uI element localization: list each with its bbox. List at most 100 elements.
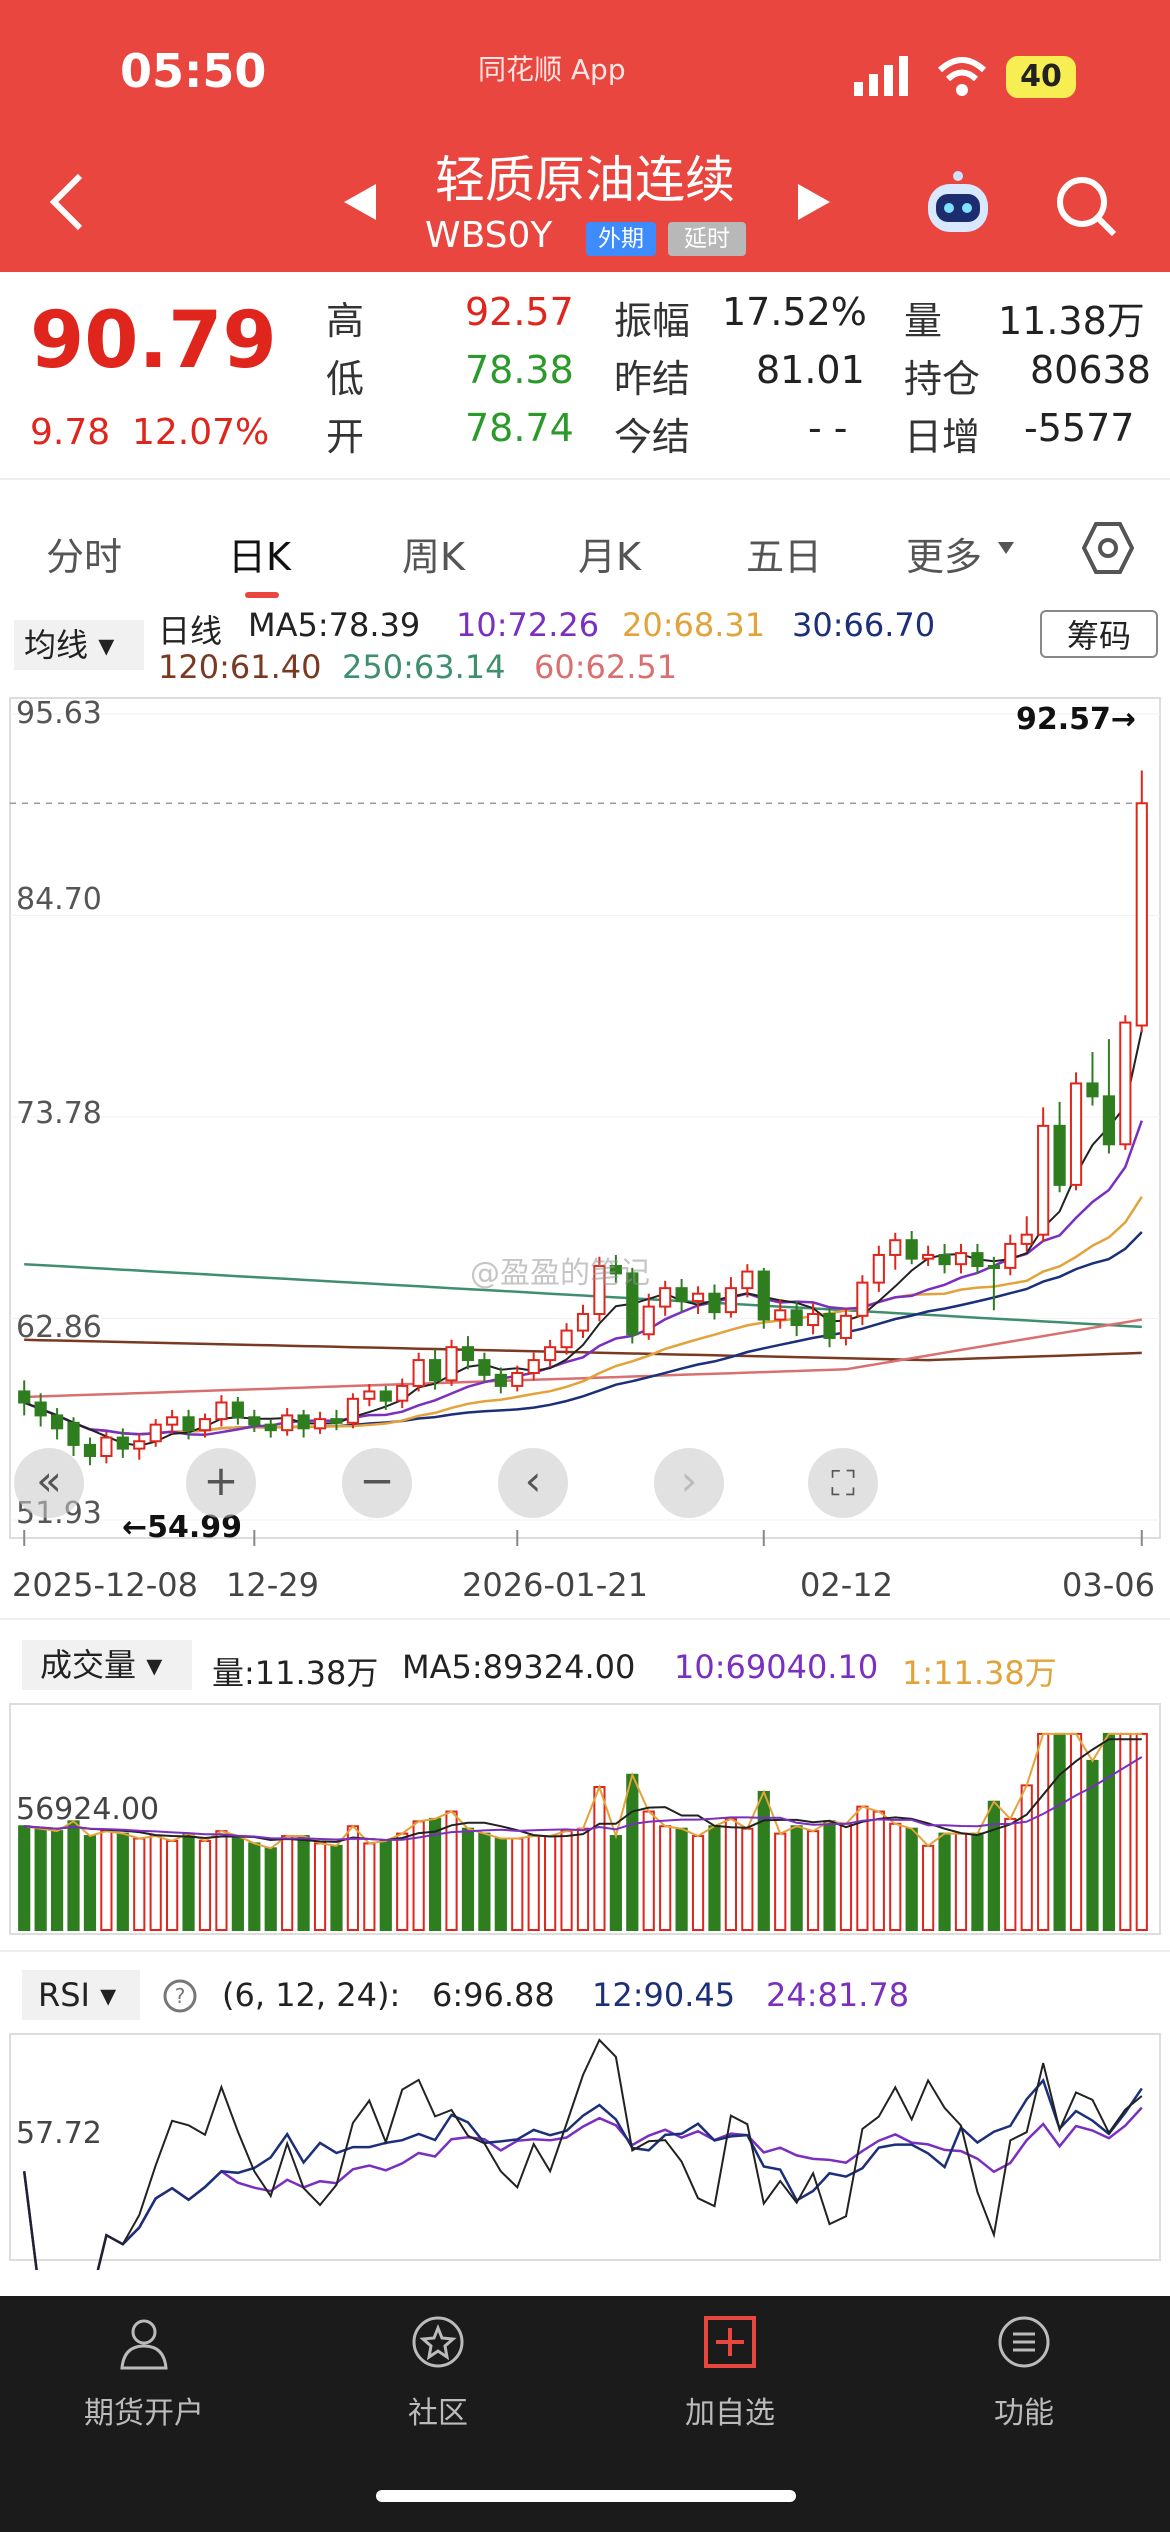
candle-up [198, 1418, 212, 1432]
status-time: 05:50 [120, 44, 267, 98]
delay-tag: 延时 [668, 222, 746, 256]
prev-contract-icon[interactable] [344, 184, 376, 220]
volume-bar-down [1102, 1732, 1116, 1931]
tab-more[interactable]: 更多 [906, 535, 983, 579]
today-settle-label: 今结 [614, 415, 691, 459]
volume-ma5-line [24, 1738, 1142, 1843]
nav-futures-account[interactable]: 期货开户 [54, 2312, 234, 2432]
nav-community[interactable]: 社区 [348, 2312, 528, 2432]
next-bar-button[interactable]: › [654, 1448, 724, 1518]
ma60-value: 60:62.51 [534, 648, 678, 686]
nav-label: 社区 [408, 2396, 468, 2431]
oi-change-label: 日增 [904, 415, 981, 459]
candle-down [50, 1414, 64, 1430]
candle-down [264, 1423, 277, 1432]
divider [0, 1618, 1170, 1620]
volume-bar-up [527, 1835, 540, 1931]
home-indicator [376, 2490, 796, 2502]
help-icon[interactable]: ? [162, 1978, 198, 2014]
volume-bar-up [593, 1786, 606, 1932]
rsi-indicator-button[interactable]: RSI ▾ [22, 1970, 140, 2020]
scroll-left-button[interactable]: « [14, 1448, 84, 1518]
next-contract-icon[interactable] [798, 184, 830, 220]
y-tick: 62.86 [16, 1310, 102, 1345]
nav-functions[interactable]: 功能 [934, 2312, 1114, 2432]
x-date: 03-06 [1062, 1566, 1155, 1604]
settings-hexagon-icon[interactable] [1080, 520, 1136, 576]
kline-chart[interactable] [0, 690, 1170, 1550]
tab-monthly-k[interactable]: 月K [578, 535, 641, 579]
rsi12-line [22, 2078, 1143, 2270]
zoom-out-button[interactable]: − [342, 1448, 412, 1518]
volume-bar-up [954, 1832, 968, 1931]
candle-down [823, 1312, 836, 1339]
volume-bar-down [297, 1835, 310, 1931]
search-icon[interactable] [1054, 174, 1118, 238]
candle-up [149, 1423, 162, 1443]
candle-down [248, 1416, 261, 1426]
candle-down [231, 1401, 244, 1419]
divider [0, 478, 1170, 480]
candle-up [363, 1390, 376, 1400]
tab-weekly-k[interactable]: 周K [402, 535, 465, 579]
candle-down [67, 1421, 80, 1446]
candle-down [1102, 1095, 1116, 1146]
fullscreen-icon: ⛶ [831, 1464, 855, 1504]
candle-up [527, 1359, 540, 1375]
volume-bar-up [445, 1810, 458, 1931]
volume-bar-up [1004, 1817, 1017, 1931]
rsi-frame [9, 2033, 1161, 2261]
high-label: 高 [326, 299, 365, 343]
candle-down [34, 1401, 47, 1417]
candle-down [428, 1359, 442, 1382]
zoom-in-button[interactable]: + [186, 1448, 256, 1518]
volume-ma10-line [24, 1756, 1143, 1842]
menu-circle-icon [998, 2316, 1050, 2368]
rsi-params: (6, 12, 24): [222, 1976, 401, 2014]
contract-code: WBS0Y [425, 215, 553, 256]
volume-bar-up [396, 1832, 409, 1931]
candle-up [133, 1440, 146, 1450]
rsi12-value: 12:90.45 [592, 1976, 736, 2014]
candle-down [905, 1239, 918, 1260]
candle-down [757, 1270, 770, 1321]
candle-down [330, 1418, 343, 1424]
kline-period-label: 日线 [158, 612, 223, 650]
divider [0, 1950, 1170, 1952]
fullscreen-button[interactable]: ⛶ [808, 1448, 878, 1518]
tab-intraday[interactable]: 分时 [46, 535, 123, 579]
status-app-label: 同花顺 App [478, 53, 626, 86]
candle-up [741, 1270, 754, 1290]
y-tick: 73.78 [16, 1096, 102, 1131]
chevron-left-icon: ‹ [524, 1456, 542, 1505]
volume-bar-up [1119, 1732, 1132, 1931]
amplitude-value: 17.52% [722, 290, 867, 334]
minus-icon: − [359, 1456, 395, 1505]
volume-bar-up [659, 1825, 672, 1931]
price-change-pct: 12.07% [132, 412, 270, 453]
candle-down [478, 1359, 491, 1376]
volume-bar-up [1135, 1732, 1148, 1931]
volume-bar-down [494, 1837, 507, 1931]
ma-selector-label: 均线 [24, 626, 89, 664]
nav-add-watchlist[interactable]: 加自选 [640, 2312, 820, 2432]
volume-ma10: 10:69040.10 [674, 1648, 879, 1686]
back-arrow-icon[interactable] [46, 172, 86, 232]
ma-selector-button[interactable]: 均线 ▾ [14, 620, 144, 670]
rsi6-value: 6:96.88 [432, 1976, 555, 2014]
volume-bar-down [971, 1832, 984, 1931]
open-value: 78.74 [465, 406, 574, 450]
tab-daily-k[interactable]: 日K [228, 535, 291, 579]
ma10-value: 10:72.26 [456, 606, 600, 644]
tab-five-day[interactable]: 五日 [746, 535, 823, 579]
robot-assistant-icon[interactable] [920, 168, 996, 238]
y-tick: 84.70 [16, 882, 102, 917]
chip-distribution-button[interactable]: 筹码 [1040, 610, 1158, 658]
today-settle-value: - - [808, 406, 848, 450]
chevron-right-icon: › [680, 1456, 698, 1505]
candle-down [626, 1272, 639, 1336]
candle-up [724, 1287, 738, 1314]
prev-bar-button[interactable]: ‹ [498, 1448, 568, 1518]
volume-bar-down [330, 1844, 343, 1931]
volume-indicator-button[interactable]: 成交量 ▾ [22, 1640, 192, 1690]
